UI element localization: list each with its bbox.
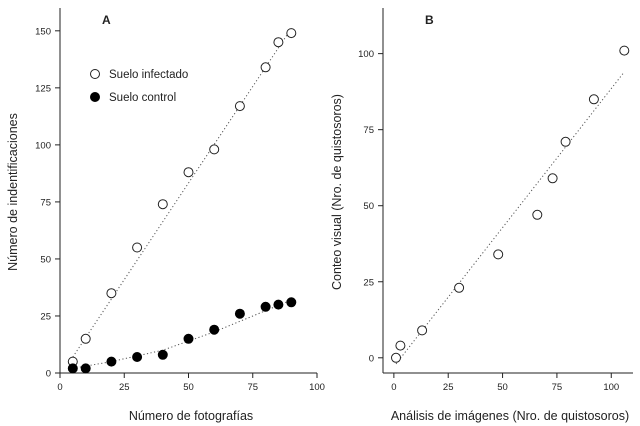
panel-a-data-point: [273, 299, 284, 310]
panel-a-data-point: [209, 144, 220, 155]
panel-a-data-point: [106, 356, 117, 367]
panel-a-label: A: [102, 13, 111, 27]
panel-b-y-tick-label: 50: [363, 201, 374, 212]
panel-b-y-axis-label: Conteo visual (Nro. de quistosoros): [330, 94, 344, 290]
panel-b-x-tick-label: 50: [497, 382, 508, 393]
panel-a-data-point: [80, 333, 91, 344]
panel-a-data-point: [273, 37, 284, 48]
panel-b-data-point: [493, 249, 504, 260]
panel-a-y-tick-label: 125: [35, 83, 51, 94]
panel-a-trend-line-0: [72, 28, 292, 358]
panel-b-data-point: [417, 325, 428, 336]
panel-a-data-point: [234, 308, 245, 319]
panel-a-y-tick-label: 25: [40, 311, 51, 322]
legend-label-infectado: Suelo infectado: [109, 69, 188, 81]
panel-b: B Análisis de imágenes (Nro. de quistoso…: [330, 8, 633, 423]
panel-b-data-point: [619, 45, 630, 56]
panel-b-data-point: [391, 352, 401, 363]
panel-a-data-point: [183, 167, 194, 178]
panel-a-data-point: [183, 333, 194, 344]
panel-a-trend-line-1: [72, 299, 292, 369]
panel-a-data-point: [260, 301, 271, 312]
panel-b-trend-line-0: [395, 71, 625, 365]
panel-a-x-tick-label: 0: [57, 382, 62, 393]
panel-b-y-tick-label: 25: [363, 277, 374, 288]
panel-b-data-point: [547, 173, 558, 184]
panel-b-x-tick-label: 0: [391, 382, 396, 393]
panel-a-data-point: [157, 199, 168, 210]
panel-b-x-tick-label: 75: [552, 382, 563, 393]
panel-a-legend: Suelo infectado Suelo control: [90, 69, 188, 104]
panel-b-data-point: [588, 94, 599, 105]
panel-a-y-tick-label: 75: [40, 197, 51, 208]
panel-a-x-tick-label: 25: [119, 382, 130, 393]
panel-a-data-point: [80, 363, 91, 374]
panel-b-y-tick-label: 100: [358, 49, 374, 60]
panel-b-data-point: [454, 282, 465, 293]
panel-b-x-axis-label: Análisis de imágenes (Nro. de quistosoro…: [391, 409, 629, 423]
panel-a-x-tick-label: 75: [247, 382, 258, 393]
panel-b-y-tick-label: 0: [369, 353, 374, 364]
panel-a-data-point: [67, 363, 78, 374]
panel-a-data-point: [106, 288, 117, 299]
panel-b-x-tick-label: 25: [443, 382, 454, 393]
panel-a-data-point: [209, 324, 220, 335]
panel-a-data-point: [234, 101, 245, 112]
panel-b-data-point: [560, 136, 571, 147]
panel-a-data-point: [286, 28, 297, 39]
panel-a-x-tick-label: 50: [183, 382, 194, 393]
panel-a-x-axis-label: Número de fotografías: [129, 409, 253, 423]
panel-b-data-point: [532, 209, 543, 220]
legend-filled-circle-marker: [90, 92, 100, 102]
panel-a-data-point: [132, 352, 143, 362]
panel-a-data-point: [157, 349, 168, 360]
panel-b-y-tick-label: 75: [363, 125, 374, 136]
panel-a-y-axis-label: Número de indentificaciones: [6, 113, 20, 271]
legend-label-control: Suelo control: [109, 92, 176, 104]
panel-a-data-point: [286, 297, 297, 308]
panel-b-data-point: [395, 340, 406, 351]
panel-a-y-tick-label: 0: [46, 369, 51, 380]
panel-a-data-point: [260, 62, 271, 73]
panel-a-y-tick-label: 150: [35, 26, 51, 37]
panel-a-x-tick-label: 100: [309, 382, 325, 393]
panel-a: A Número de fotografías Número de indent…: [6, 8, 325, 423]
panel-b-x-tick-label: 100: [603, 382, 619, 393]
panel-a-data-point: [132, 242, 143, 253]
legend-open-circle-marker: [90, 69, 100, 79]
panel-a-y-tick-label: 100: [35, 140, 51, 151]
panel-a-y-tick-label: 50: [40, 254, 51, 265]
panel-b-label: B: [425, 13, 434, 27]
